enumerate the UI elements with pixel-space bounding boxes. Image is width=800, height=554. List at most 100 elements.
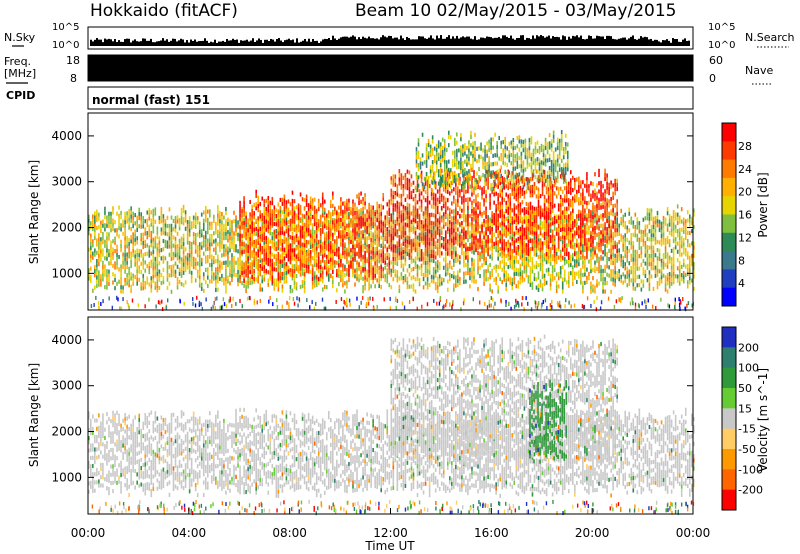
noise-sample (268, 41, 270, 46)
range-cell (403, 205, 405, 209)
range-cell (645, 241, 647, 245)
range-cell (457, 283, 459, 287)
range-cell (679, 253, 681, 257)
range-cell (124, 212, 126, 216)
range-cell (116, 282, 118, 286)
range-cell (320, 232, 322, 236)
range-cell (181, 266, 183, 270)
range-cell (340, 253, 342, 257)
range-cell (582, 244, 584, 248)
range-cell (251, 280, 253, 284)
range-cell (272, 218, 274, 222)
range-cell (300, 205, 302, 209)
range-cell (209, 242, 211, 246)
range-cell (665, 218, 667, 222)
range-cell (405, 206, 407, 210)
range-cell (346, 284, 348, 288)
range-cell (346, 215, 348, 219)
range-cell (94, 248, 96, 252)
range-cell (247, 228, 249, 232)
freq-tick-low: 8 (70, 72, 77, 85)
range-cell (376, 268, 378, 272)
range-cell (677, 229, 679, 233)
range-cell (580, 276, 582, 280)
range-cell (187, 265, 189, 269)
range-cell (352, 212, 354, 216)
range-cell (415, 261, 417, 265)
range-cell (538, 234, 540, 238)
range-cell (100, 221, 102, 225)
range-cell (257, 216, 259, 220)
range-cell (673, 247, 675, 251)
range-cell (633, 258, 635, 262)
range-cell (233, 219, 235, 223)
range-cell (108, 278, 110, 282)
range-cell (429, 283, 431, 287)
nave-tick-high: 60 (709, 54, 723, 67)
range-cell (395, 220, 397, 224)
range-cell (368, 286, 370, 290)
range-cell (350, 223, 352, 227)
range-cell (667, 273, 669, 277)
range-cell (669, 284, 671, 288)
range-cell (98, 279, 100, 283)
range-cell (393, 207, 395, 211)
range-cell (146, 210, 148, 214)
range-cell (195, 221, 197, 225)
range-cell (312, 232, 314, 236)
range-cell (582, 273, 584, 277)
range-cell (673, 260, 675, 264)
range-cell (114, 249, 116, 253)
noise-sample (444, 39, 446, 46)
range-cell (257, 241, 259, 245)
range-cell (304, 264, 306, 268)
range-cell (653, 254, 655, 258)
range-cell (322, 205, 324, 209)
range-cell (189, 266, 191, 270)
range-cell (296, 213, 298, 217)
range-cell (348, 273, 350, 277)
range-cell (495, 269, 497, 273)
range-cell (304, 227, 306, 231)
range-cell (90, 242, 92, 246)
range-cell (358, 193, 360, 197)
noise-sample (204, 38, 206, 46)
range-cell (540, 263, 542, 267)
range-cell (94, 253, 96, 257)
range-cell (602, 223, 604, 227)
noise-sample (506, 37, 508, 46)
range-cell (588, 272, 590, 276)
range-cell (401, 260, 403, 264)
range-cell (655, 216, 657, 220)
range-cell (651, 229, 653, 233)
range-cell (608, 257, 610, 261)
range-cell (296, 282, 298, 286)
noise-sample (198, 41, 200, 46)
noise-sample (318, 43, 320, 46)
range-cell (330, 274, 332, 278)
range-cell (322, 271, 324, 275)
range-cell (227, 279, 229, 283)
range-cell (328, 214, 330, 218)
range-cell (386, 202, 388, 206)
range-cell (374, 270, 376, 274)
range-cell (550, 282, 552, 286)
range-cell (332, 204, 334, 208)
range-cell (423, 261, 425, 265)
range-cell (540, 284, 542, 288)
range-cell (639, 225, 641, 229)
noise-sample (616, 40, 618, 46)
range-cell (647, 212, 649, 216)
noise-sample (284, 40, 286, 46)
range-cell (233, 248, 235, 252)
range-cell (310, 229, 312, 233)
range-cell (112, 256, 114, 260)
noise-sample (524, 40, 526, 46)
range-cell (578, 270, 580, 274)
range-cell (302, 197, 304, 201)
range-cell (382, 259, 384, 263)
range-cell (290, 202, 292, 206)
range-cell (419, 282, 421, 286)
range-cell (635, 258, 637, 262)
range-cell (239, 201, 241, 205)
